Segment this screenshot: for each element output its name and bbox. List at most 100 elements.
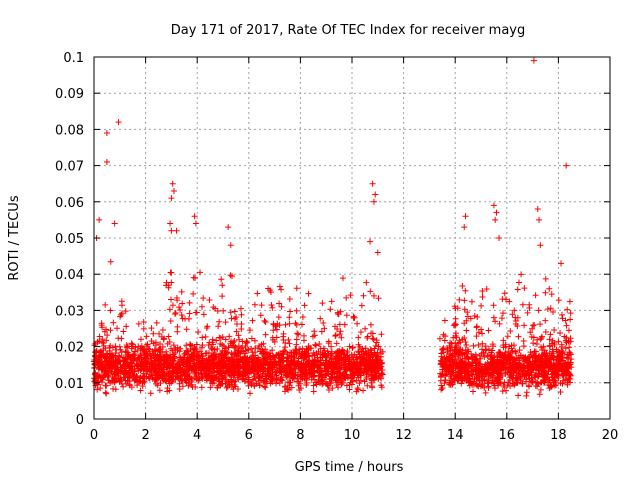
data-point: [333, 358, 340, 365]
data-point: [368, 376, 375, 383]
data-point: [220, 361, 227, 368]
data-point: [248, 381, 255, 388]
data-point: [248, 335, 255, 342]
data-point: [373, 372, 380, 379]
data-point: [355, 348, 362, 355]
data-point: [286, 374, 293, 381]
data-point: [102, 354, 109, 361]
data-point: [210, 364, 217, 371]
data-point: [218, 380, 225, 387]
data-point: [549, 337, 556, 344]
data-point: [479, 330, 486, 337]
data-point: [209, 380, 216, 387]
data-point: [134, 365, 141, 372]
data-point: [356, 351, 363, 358]
data-point: [199, 334, 206, 341]
data-point: [509, 311, 516, 318]
data-point: [189, 342, 196, 349]
data-point: [373, 339, 380, 346]
data-point: [365, 358, 372, 365]
data-point: [147, 352, 154, 359]
data-point: [148, 337, 155, 344]
data-point: [262, 331, 269, 338]
data-point: [542, 289, 549, 296]
data-point: [562, 317, 569, 324]
data-point: [463, 327, 470, 334]
data-point: [340, 355, 347, 362]
data-point: [501, 290, 508, 297]
data-point: [317, 345, 324, 352]
data-point: [305, 367, 312, 374]
data-point: [489, 360, 496, 367]
data-point: [378, 375, 385, 382]
data-point: [135, 378, 142, 385]
y-tick-label: 0.04: [55, 268, 84, 283]
data-point: [217, 350, 224, 357]
data-point: [221, 347, 228, 354]
data-point: [502, 296, 509, 303]
data-point: [565, 327, 572, 334]
data-point: [347, 292, 354, 299]
data-point: [547, 384, 554, 391]
data-point: [143, 370, 150, 377]
data-point: [260, 349, 267, 356]
data-point: [245, 346, 252, 353]
data-point: [178, 312, 185, 319]
data-point: [234, 372, 241, 379]
data-point: [297, 367, 304, 374]
data-point: [496, 320, 503, 327]
data-point: [527, 329, 534, 336]
data-point: [276, 300, 283, 307]
data-point: [461, 297, 468, 304]
data-point: [103, 337, 110, 344]
data-point: [323, 357, 330, 364]
data-point: [116, 343, 123, 350]
data-point: [140, 365, 147, 372]
data-point: [235, 332, 242, 339]
data-point: [221, 354, 228, 361]
x-tick-label: 10: [344, 428, 361, 443]
data-point: [555, 297, 562, 304]
data-point: [310, 382, 317, 389]
data-point: [211, 346, 218, 353]
data-point: [563, 322, 570, 329]
data-point: [213, 353, 220, 360]
data-point: [294, 330, 301, 337]
data-point: [353, 388, 360, 395]
data-point: [166, 339, 173, 346]
data-point: [181, 366, 188, 373]
data-point: [275, 314, 282, 321]
data-point: [130, 357, 137, 364]
data-point: [154, 372, 161, 379]
data-point: [437, 360, 444, 367]
data-point: [523, 376, 530, 383]
x-tick-label: 8: [296, 428, 304, 443]
data-point: [222, 345, 229, 352]
data-point: [439, 346, 446, 353]
data-point: [268, 301, 275, 308]
data-point: [174, 344, 181, 351]
data-point: [219, 293, 226, 300]
data-point: [315, 378, 322, 385]
data-point: [444, 348, 451, 355]
data-point: [225, 344, 232, 351]
data-point: [260, 365, 267, 372]
data-point: [296, 360, 303, 367]
data-point: [262, 384, 269, 391]
data-point: [258, 302, 265, 309]
data-point: [195, 352, 202, 359]
data-point: [269, 347, 276, 354]
data-point: [328, 350, 335, 357]
data-point: [563, 369, 570, 376]
data-point: [213, 359, 220, 366]
data-point: [478, 350, 485, 357]
data-point: [120, 383, 127, 390]
data-point: [156, 358, 163, 365]
data-point: [115, 119, 122, 126]
data-point: [235, 357, 242, 364]
data-point: [167, 269, 174, 276]
data-point: [462, 339, 469, 346]
data-point: [361, 378, 368, 385]
data-point: [538, 334, 545, 341]
data-point: [324, 382, 331, 389]
